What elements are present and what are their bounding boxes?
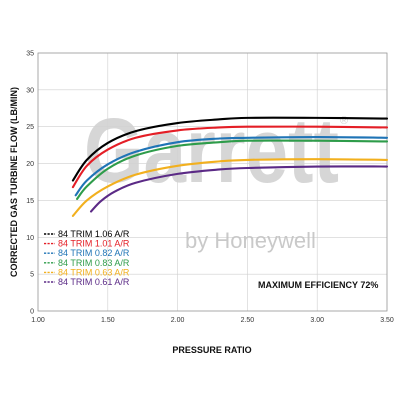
watermark-subtitle: by Honeywell (185, 228, 316, 253)
watermark-registered-mark: ® (340, 115, 348, 127)
x-tick-label: 1.00 (31, 317, 45, 324)
series-line-84-trim-1-06-a-r (71, 116, 389, 182)
y-tick-label: 15 (26, 198, 34, 205)
y-tick-label: 35 (26, 51, 34, 58)
legend-label: 84 TRIM 1.01 A/R (58, 239, 130, 249)
series-line-84-trim-0-82-a-r (74, 135, 389, 197)
x-tick-label: 3.50 (380, 317, 394, 324)
y-axis-title: CORRECTED GAS TURBINE FLOW (LB/MIN) (9, 87, 19, 277)
y-tick-label: 25 (26, 124, 34, 131)
chart-series (71, 116, 389, 217)
x-tick-label: 1.50 (101, 317, 115, 324)
y-tick-label: 30 (26, 87, 34, 94)
y-tick-label: 10 (26, 235, 34, 242)
y-tick-label: 0 (30, 309, 34, 316)
x-tick-label: 3.00 (310, 317, 324, 324)
y-tick-label: 20 (26, 161, 34, 168)
x-tick-label: 2.50 (241, 317, 255, 324)
legend-label: 84 TRIM 0.82 A/R (58, 248, 130, 258)
series-line-84-trim-0-83-a-r (76, 139, 389, 200)
chart-tick-labels: 0 5 10 15 20 25 30 35 1.00 1.50 2.00 2.50 3.00 3.50 (26, 51, 394, 325)
chart-legend: 84 TRIM 1.06 A/R84 TRIM 1.01 A/R84 TRIM … (44, 229, 130, 287)
x-tick-label: 2.00 (171, 317, 185, 324)
legend-label: 84 TRIM 0.63 A/R (58, 267, 130, 277)
y-tick-label: 5 (30, 272, 34, 279)
series-line-84-trim-0-63-a-r (71, 158, 389, 217)
plot-frame (37, 52, 388, 312)
series-line-84-trim-0-61-a-r (90, 165, 389, 213)
legend-label: 84 TRIM 1.06 A/R (58, 229, 130, 239)
series-line-84-trim-1-01-a-r (71, 125, 389, 189)
chart-axes (37, 52, 388, 312)
max-efficiency-annotation: MAXIMUM EFFICIENCY 72% (258, 280, 378, 290)
x-axis-title: PRESSURE RATIO (172, 345, 251, 355)
legend-label: 84 TRIM 0.61 A/R (58, 277, 130, 287)
legend-label: 84 TRIM 0.83 A/R (58, 258, 130, 268)
